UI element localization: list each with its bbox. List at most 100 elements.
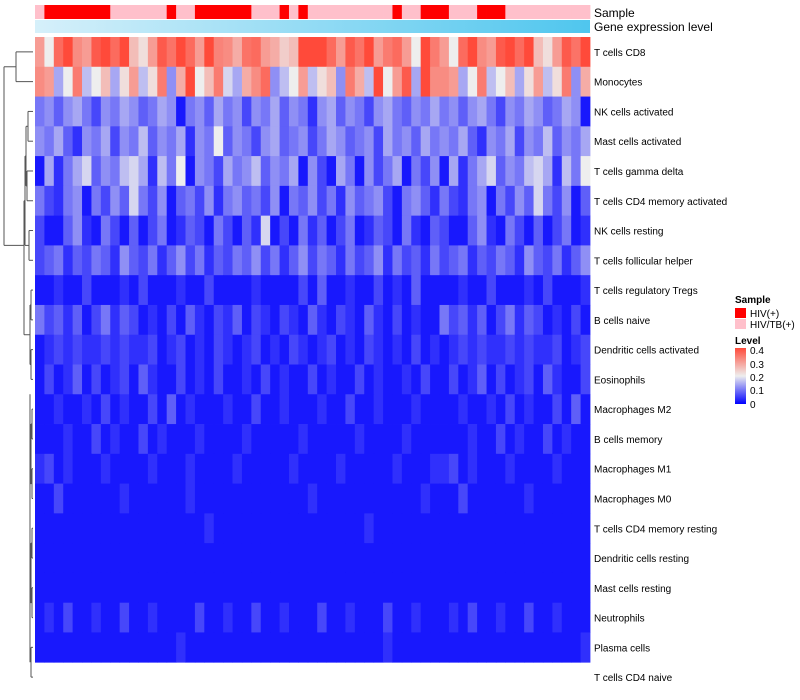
level-tick-0.1: 0.1 (750, 386, 764, 397)
heatmap-cell (477, 245, 487, 276)
heatmap-cell (223, 483, 233, 514)
heatmap-cell (383, 513, 393, 544)
heatmap-cell (176, 543, 186, 574)
heatmap-cell (194, 156, 205, 187)
heatmap-cell (392, 37, 403, 68)
heatmap-cell (354, 543, 365, 574)
heatmap-cell (326, 483, 337, 514)
heatmap-cell (241, 66, 252, 97)
heatmap-cell (53, 424, 64, 455)
heatmap-cell (373, 66, 384, 97)
heatmap-cell (213, 215, 224, 246)
heatmap-cell (392, 453, 403, 484)
heatmap-cell (514, 572, 525, 604)
heatmap-cell (63, 394, 74, 425)
heatmap-cell (213, 304, 224, 336)
heatmap-cell (194, 632, 205, 663)
heatmap-cell (270, 424, 280, 455)
heatmap-cell (63, 275, 74, 306)
heatmap-cell (467, 96, 478, 127)
heatmap-cell (232, 424, 243, 455)
heatmap-cell (157, 602, 168, 633)
heatmap-cell (514, 543, 525, 574)
heatmap-cell (241, 215, 252, 246)
heatmap-cell (467, 572, 478, 604)
heatmap-cell (458, 483, 469, 514)
heatmap-cell (176, 37, 186, 68)
heatmap-cell (580, 126, 591, 157)
heatmap-cell (326, 334, 337, 365)
heatmap-cell (326, 364, 337, 395)
heatmap-cell (82, 543, 92, 574)
heatmap-cell (364, 543, 375, 574)
heatmap-cell (580, 66, 591, 97)
heatmap-cell (82, 275, 92, 306)
heatmap-cell (307, 126, 318, 157)
heatmap-cell (373, 364, 384, 395)
heatmap-cell (213, 394, 224, 425)
heatmap-cell (571, 37, 581, 68)
sample-anno-cell (194, 5, 205, 19)
heatmap-cell (72, 37, 83, 68)
heatmap-cell (364, 364, 375, 395)
heatmap-cell (345, 215, 356, 246)
heatmap-cell (430, 304, 440, 336)
heatmap-cell (467, 215, 478, 246)
heatmap-cell (571, 275, 581, 306)
heatmap-cell (552, 126, 563, 157)
sample-anno-cell (260, 5, 271, 19)
heatmap-cell (354, 304, 365, 336)
heatmap-cell (91, 602, 102, 633)
heatmap-cell (373, 632, 384, 663)
heatmap-cell (147, 245, 158, 276)
heatmap-cell (91, 543, 102, 574)
heatmap-cell (44, 334, 55, 365)
heatmap-cell (561, 185, 572, 217)
heatmap-cell (364, 96, 375, 127)
heatmap-cell (119, 394, 130, 425)
heatmap-cell (260, 245, 271, 276)
heatmap-cell (204, 424, 215, 455)
heatmap-cell (514, 602, 525, 633)
heatmap-cell (241, 543, 252, 574)
heatmap-cell (110, 602, 121, 633)
heatmap-cell (138, 126, 149, 157)
sample-anno-cell (44, 5, 55, 19)
heatmap-cell (279, 364, 290, 395)
heatmap-cell (307, 364, 318, 395)
heatmap-cell (100, 156, 111, 187)
heatmap-cell (561, 453, 572, 484)
sample-anno-cell (373, 5, 384, 19)
heatmap-cell (44, 96, 55, 127)
heatmap-cell (72, 394, 83, 425)
heatmap-cell (533, 424, 544, 455)
heatmap-cell (411, 483, 422, 514)
sample-anno-cell (129, 5, 139, 19)
heatmap-cell (72, 572, 83, 604)
heatmap-cell (401, 543, 412, 574)
heatmap-cell (542, 156, 553, 187)
sample-anno-cell (505, 5, 516, 19)
heatmap-cell (458, 185, 469, 217)
heatmap-cell (326, 602, 337, 633)
heatmap-cell (495, 513, 506, 544)
heatmap-cell (53, 156, 64, 187)
heatmap-cell (213, 513, 224, 544)
heatmap-cell (176, 156, 186, 187)
heatmap-cell (251, 632, 262, 663)
heatmap-cell (467, 483, 478, 514)
heatmap-cell (110, 453, 121, 484)
heatmap-cell (448, 66, 459, 97)
heatmap-cell (326, 424, 337, 455)
heatmap-cell (392, 215, 403, 246)
heatmap-cell (430, 215, 440, 246)
heatmap-cell (420, 275, 431, 306)
heatmap-cell (53, 96, 64, 127)
heatmap-cell (260, 66, 271, 97)
sample-anno-cell (458, 5, 469, 19)
heatmap-cell (430, 364, 440, 395)
heatmap-cell (270, 572, 280, 604)
heatmap-cell (138, 602, 149, 633)
heatmap-cell (35, 66, 45, 97)
heatmap-cell (241, 245, 252, 276)
